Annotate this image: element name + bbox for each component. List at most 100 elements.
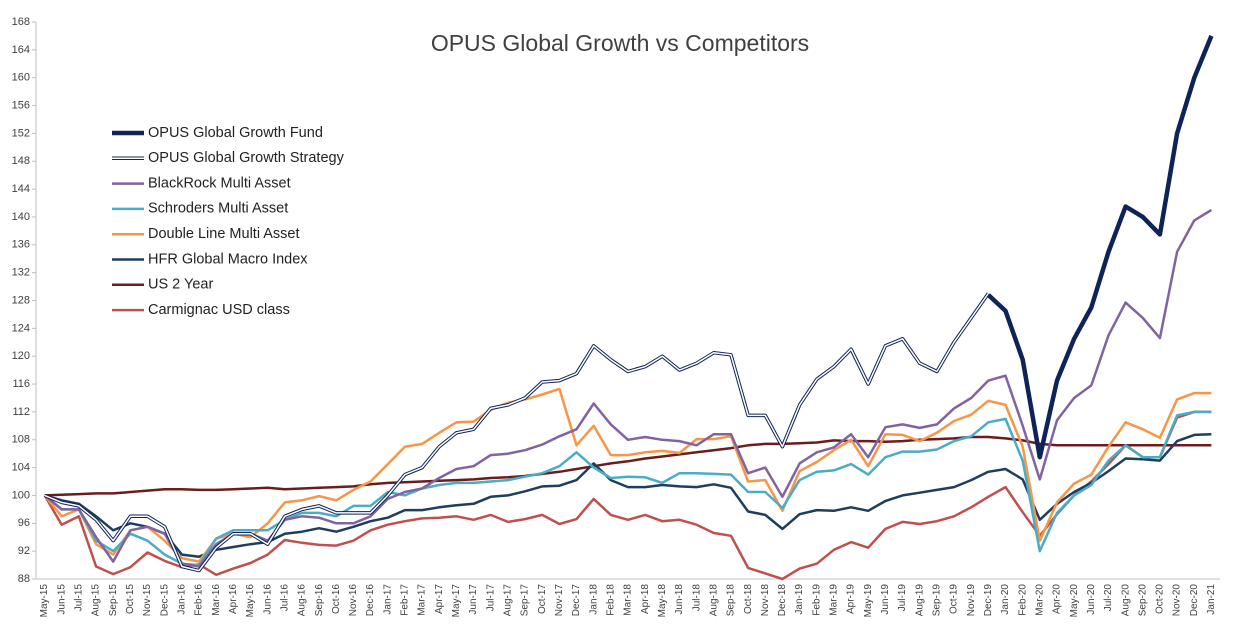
legend-label: Carmignac USD class <box>148 302 290 318</box>
y-tick-label: 164 <box>12 44 30 56</box>
x-tick-label: Jan-20 <box>1000 584 1011 615</box>
y-tick-label: 148 <box>12 155 30 167</box>
x-tick-label: Jul-20 <box>1103 584 1114 612</box>
x-tick-label: Oct-18 <box>743 584 754 614</box>
y-tick-label: 100 <box>12 489 30 501</box>
x-tick-label: Jul-15 <box>74 584 85 612</box>
x-tick-label: Oct-20 <box>1155 584 1166 614</box>
x-tick-label: Dec-18 <box>777 584 788 617</box>
x-tick-label: Jun-20 <box>1086 584 1097 615</box>
x-tick-label: Jan-21 <box>1206 584 1217 615</box>
x-tick-label: Jul-17 <box>485 584 496 612</box>
series-line <box>43 410 1212 581</box>
x-tick-label: May-18 <box>657 584 668 618</box>
legend-label: BlackRock Multi Asset <box>148 175 291 191</box>
x-tick-label: Feb-18 <box>605 584 616 616</box>
x-tick-label: Jul-18 <box>691 584 702 612</box>
x-tick-label: Sep-19 <box>932 584 943 617</box>
y-tick-label: 144 <box>12 183 30 195</box>
x-tick-label: Nov-18 <box>760 584 771 617</box>
x-tick-label: Dec-19 <box>983 584 994 617</box>
x-tick-label: Jun-18 <box>674 584 685 615</box>
x-tick-label: Aug-19 <box>914 584 925 617</box>
x-tick-label: Oct-15 <box>125 584 136 614</box>
x-tick-label: Nov-20 <box>1172 584 1183 617</box>
x-tick-label: Apr-19 <box>846 584 857 614</box>
x-tick-label: Jun-15 <box>56 584 67 615</box>
y-tick-label: 120 <box>12 350 30 362</box>
x-tick-label: Feb-20 <box>1017 584 1028 616</box>
x-tick-label: Apr-18 <box>640 584 651 614</box>
legend-label: OPUS Global Growth Strategy <box>148 150 345 166</box>
y-tick-label: 116 <box>12 378 30 390</box>
x-tick-label: Sep-18 <box>726 584 737 617</box>
x-tick-label: Nov-16 <box>348 584 359 617</box>
x-tick-label: Feb-19 <box>811 584 822 616</box>
x-tick-label: Aug-16 <box>297 584 308 617</box>
series-line-inner <box>44 293 989 572</box>
y-tick-label: 96 <box>18 517 30 529</box>
x-tick-label: Oct-19 <box>949 584 960 614</box>
series-line <box>44 432 1212 558</box>
x-tick-label: Dec-15 <box>159 584 170 617</box>
x-tick-label: May-19 <box>863 584 874 618</box>
x-tick-label: Aug-17 <box>503 584 514 617</box>
x-tick-label: Jan-16 <box>176 584 187 615</box>
y-tick-label: 108 <box>12 434 30 446</box>
x-tick-label: Oct-16 <box>331 584 342 614</box>
x-tick-label: Jun-19 <box>880 584 891 615</box>
x-tick-label: May-17 <box>451 584 462 618</box>
y-tick-label: 92 <box>18 545 30 557</box>
x-tick-label: Mar-17 <box>417 584 428 616</box>
x-tick-label: Apr-17 <box>434 584 445 614</box>
y-tick-label: 104 <box>12 462 30 474</box>
series-line <box>44 435 1212 497</box>
x-tick-label: Oct-17 <box>537 584 548 614</box>
y-tick-label: 128 <box>12 294 30 306</box>
x-tick-label: Mar-20 <box>1034 584 1045 616</box>
x-tick-label: Jul-19 <box>897 584 908 612</box>
x-tick-label: Sep-17 <box>520 584 531 617</box>
x-tick-label: Jan-17 <box>382 584 393 615</box>
x-tick-label: Apr-20 <box>1052 584 1063 614</box>
legend-label: HFR Global Macro Index <box>148 251 308 267</box>
x-tick-label: Feb-17 <box>400 584 411 616</box>
series-line <box>986 35 1214 460</box>
x-tick-label: Jul-16 <box>279 584 290 612</box>
x-tick-label: Jan-19 <box>794 584 805 615</box>
x-tick-label: Sep-15 <box>108 584 119 617</box>
x-tick-label: Dec-20 <box>1189 584 1200 617</box>
legend-label: OPUS Global Growth Fund <box>148 125 323 141</box>
y-tick-label: 132 <box>12 267 30 279</box>
x-tick-label: Mar-16 <box>211 584 222 616</box>
y-tick-label: 152 <box>12 127 30 139</box>
x-tick-label: Jan-18 <box>588 584 599 615</box>
y-tick-label: 168 <box>12 16 30 28</box>
legend-label: Schroders Multi Asset <box>148 201 288 217</box>
y-tick-label: 140 <box>12 211 30 223</box>
x-tick-label: Aug-18 <box>708 584 719 617</box>
x-tick-label: Jun-16 <box>262 584 273 615</box>
x-tick-label: Nov-17 <box>554 584 565 617</box>
x-tick-label: Dec-16 <box>365 584 376 617</box>
series-line <box>43 410 1212 567</box>
y-tick-label: 112 <box>12 406 30 418</box>
x-tick-label: Aug-15 <box>91 584 102 617</box>
x-tick-label: May-16 <box>245 584 256 618</box>
x-tick-label: Nov-15 <box>142 584 153 617</box>
y-tick-label: 88 <box>18 573 30 585</box>
y-tick-label: 124 <box>12 322 30 334</box>
x-tick-label: Sep-16 <box>314 584 325 617</box>
chart-title: OPUS Global Growth vs Competitors <box>431 30 809 56</box>
x-tick-label: Nov-19 <box>966 584 977 617</box>
x-tick-label: May-15 <box>39 584 50 618</box>
x-tick-label: Dec-17 <box>571 584 582 617</box>
x-tick-label: Jun-17 <box>468 584 479 615</box>
x-tick-label: Aug-20 <box>1120 584 1131 617</box>
legend-label: Double Line Multi Asset <box>148 226 300 242</box>
y-tick-label: 160 <box>12 72 30 84</box>
x-tick-label: Mar-18 <box>623 584 634 616</box>
y-tick-label: 156 <box>12 99 30 111</box>
